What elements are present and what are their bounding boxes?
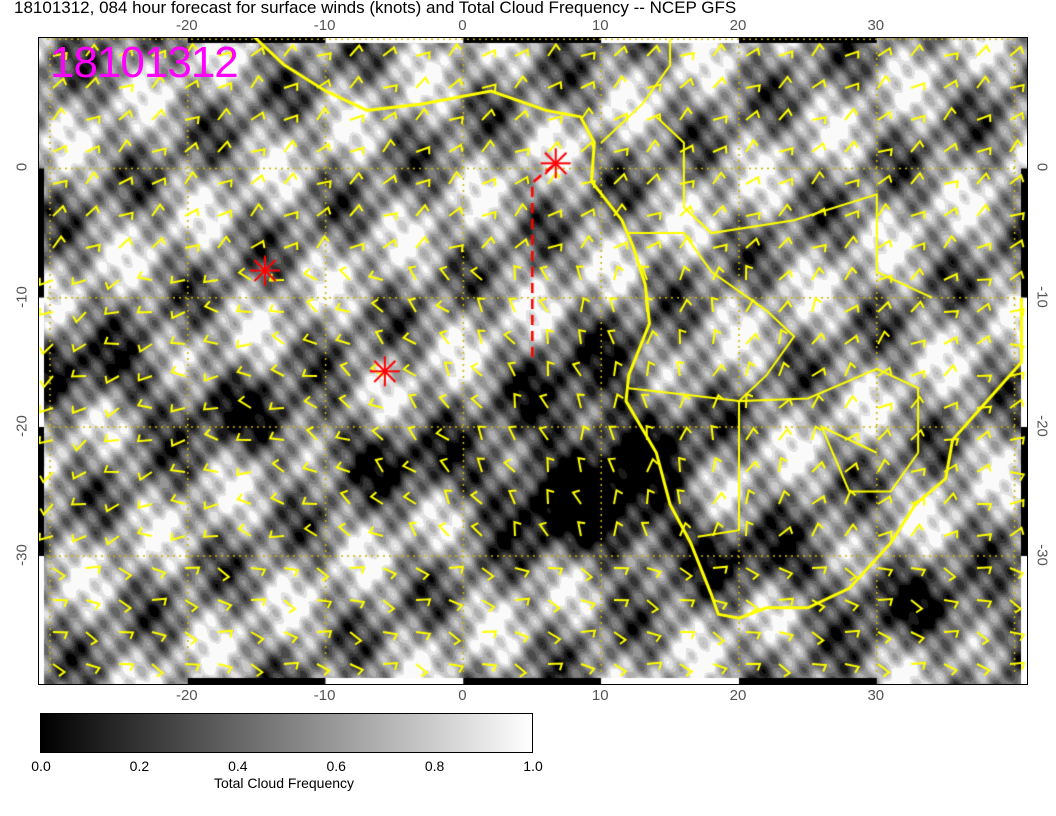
colorbar-tick: 0.4 xyxy=(228,758,248,774)
lat-tick-right: -10 xyxy=(1033,285,1051,308)
lon-tick-top: 10 xyxy=(591,17,609,34)
colorbar-label: Total Cloud Frequency xyxy=(213,775,355,791)
colorbar-tick: 0.8 xyxy=(424,758,445,774)
lon-tick-top: 30 xyxy=(867,17,885,34)
lon-tick-top: -10 xyxy=(313,17,336,34)
lon-tick-bottom: 30 xyxy=(867,687,885,704)
lat-tick-right: 0 xyxy=(1033,163,1051,172)
colorbar-tick: 0.0 xyxy=(31,758,51,774)
lon-tick-bottom: -10 xyxy=(313,687,336,704)
colorbar-tick: 0.2 xyxy=(129,758,150,774)
map-title: 18101312, 084 hour forecast for surface … xyxy=(14,0,737,17)
forecast-map xyxy=(38,37,1028,685)
lon-tick-bottom: -20 xyxy=(175,687,198,704)
date-stamp: 18101312 xyxy=(50,38,239,87)
cloud-wind-field xyxy=(39,38,1027,684)
lat-tick-left: -30 xyxy=(13,544,31,566)
lat-tick-left: 0 xyxy=(13,163,31,172)
colorbar-tick: 1.0 xyxy=(523,758,543,774)
colorbar-tick: 0.6 xyxy=(326,758,346,774)
lon-tick-bottom: 0 xyxy=(458,687,467,704)
lon-tick-top: 0 xyxy=(458,17,467,34)
lon-tick-bottom: 10 xyxy=(591,687,609,704)
lat-tick-right: -20 xyxy=(1033,415,1051,437)
colorbar xyxy=(40,713,533,753)
lon-tick-bottom: 20 xyxy=(729,687,747,704)
lat-tick-left: -20 xyxy=(13,415,31,437)
lon-tick-top: -20 xyxy=(175,17,198,34)
lon-tick-top: 20 xyxy=(729,17,747,34)
lat-tick-left: -10 xyxy=(13,285,31,308)
lat-tick-right: -30 xyxy=(1033,544,1051,566)
